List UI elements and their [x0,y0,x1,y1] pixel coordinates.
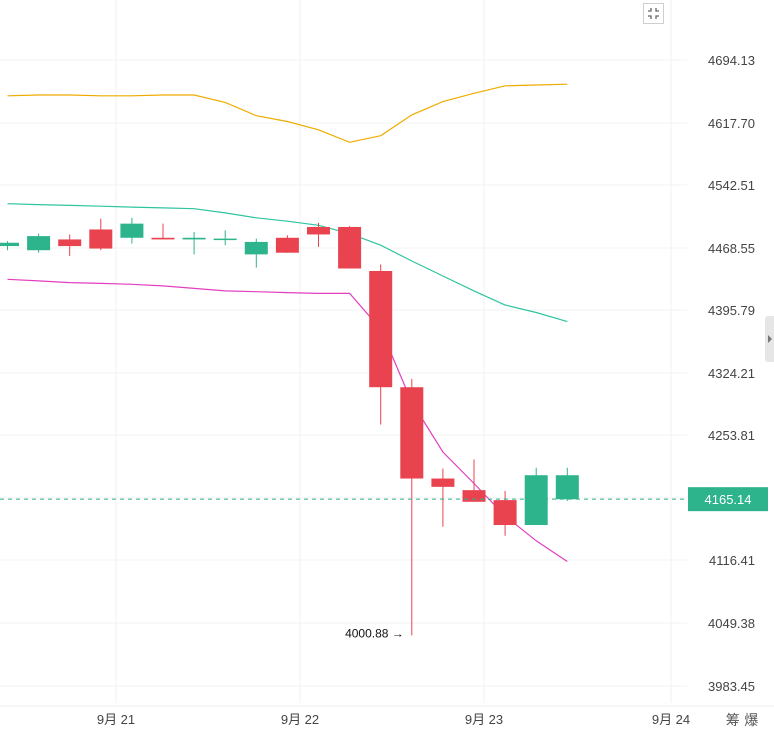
candle-body [524,475,548,526]
y-tick-label: 3983.45 [708,679,755,694]
y-tick-label: 4324.21 [708,366,755,381]
fullscreen-icon [648,8,659,19]
candle-body [120,223,144,238]
y-tick-label: 4617.70 [708,116,755,131]
x-tick-label: 9月 23 [465,712,503,727]
indicator-line-2 [7,203,568,323]
y-tick-label: 4395.79 [708,303,755,318]
fullscreen-button[interactable] [643,3,664,24]
last-price-label: 4165.14 [705,492,752,507]
candle-body [213,238,237,241]
candle-body [338,226,362,269]
indicator-line-3 [7,278,568,562]
y-tick-label: 4253.81 [708,428,755,443]
candle-body [431,478,455,487]
candle-body [275,237,299,253]
y-tick-label: 4116.41 [709,553,755,568]
candle-body [462,490,486,502]
candle-body [182,237,206,240]
chevron-right-icon [768,335,772,343]
candle-body [244,241,268,255]
last-price-badge [688,487,768,512]
indicator-line-1 [7,83,568,143]
y-tick-label: 4542.51 [708,178,755,193]
x-tick-label: 9月 24 [652,712,690,727]
candle-body [151,237,175,240]
x-tick-label: 9月 21 [97,712,135,727]
candle-body [369,270,393,388]
candle-body [27,236,51,251]
candle-body [58,239,82,247]
candle-body [307,226,330,235]
candle-body [0,242,19,247]
corner-label: 筹 爆 [726,712,758,729]
candle-body [400,387,424,479]
candle-body [493,500,517,526]
side-panel-toggle[interactable] [765,316,774,362]
x-tick-label: 9月 22 [281,712,319,727]
candle-body [555,475,579,500]
candle-body [89,229,113,249]
y-tick-label: 4468.55 [708,241,755,256]
y-tick-label: 4694.13 [708,53,755,68]
low-price-annotation: 4000.88 → [345,626,404,640]
y-tick-label: 4049.38 [708,616,755,631]
